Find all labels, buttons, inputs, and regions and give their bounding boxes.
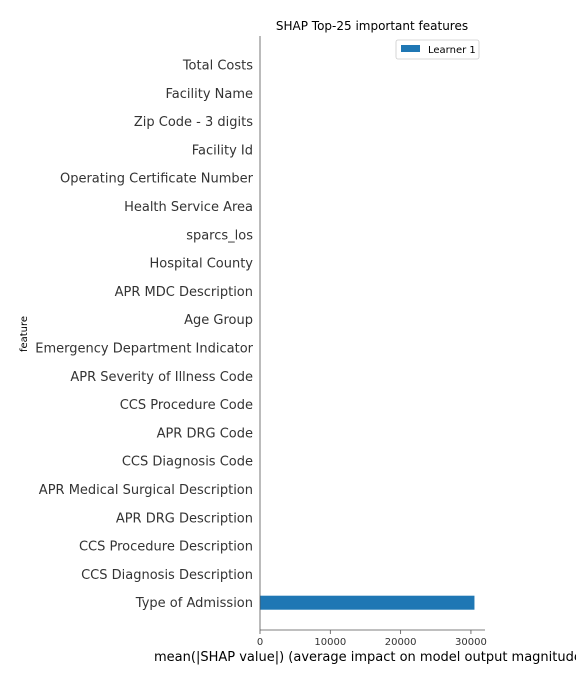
y-tick-label: Health Service Area: [124, 200, 253, 215]
bars-layer: [260, 595, 475, 610]
y-tick-label: CCS Procedure Code: [120, 398, 253, 413]
y-tick-label: Hospital County: [150, 257, 254, 272]
y-tick-label: APR Severity of Illness Code: [70, 370, 253, 385]
y-axis-label: feature: [19, 316, 30, 352]
y-tick-label: APR MDC Description: [115, 285, 253, 300]
legend: Learner 1: [395, 39, 480, 60]
x-tick-label: 0: [257, 637, 263, 648]
y-tick-label: CCS Diagnosis Description: [81, 568, 253, 583]
y-tick-label: Total Costs: [182, 59, 253, 74]
y-tick-label: sparcs_los: [186, 228, 253, 243]
y-tick-label: Age Group: [184, 313, 253, 328]
chart-title: SHAP Top-25 important features: [276, 19, 468, 33]
legend-label: Learner 1: [428, 45, 476, 56]
y-tick-label: APR Medical Surgical Description: [39, 483, 253, 498]
x-tick-label: 10000: [314, 637, 346, 648]
y-tick-label: Type of Admission: [135, 596, 253, 611]
y-tick-label: CCS Procedure Description: [79, 540, 253, 555]
legend-frame: [395, 39, 480, 60]
y-tick-label: APR DRG Description: [116, 511, 253, 526]
bar: [260, 595, 475, 610]
x-axis-label: mean(|SHAP value|) (average impact on mo…: [154, 650, 576, 665]
y-tick-label: Facility Name: [165, 87, 253, 102]
y-tick-label: CCS Diagnosis Code: [122, 455, 253, 470]
x-tick-label: 20000: [385, 637, 417, 648]
x-tick-label: 30000: [455, 637, 487, 648]
y-tick-label: Zip Code - 3 digits: [134, 115, 253, 130]
legend-swatch: [401, 45, 420, 52]
y-tick-label: Facility Id: [192, 143, 253, 158]
y-tick-label: Emergency Department Indicator: [35, 342, 253, 357]
y-axis-tick-labels: Total Costs Facility Name Zip Code - 3 dig…: [35, 59, 253, 612]
y-tick-label: APR DRG Code: [157, 426, 253, 441]
x-axis-ticks: 0 10000 20000 30000: [257, 630, 487, 648]
y-tick-label: Operating Certificate Number: [60, 172, 254, 187]
